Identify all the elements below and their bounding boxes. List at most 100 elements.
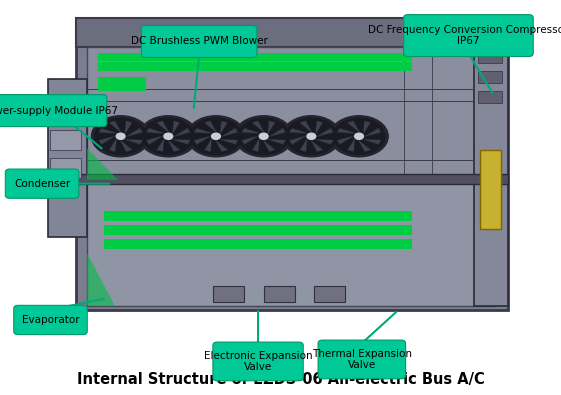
Circle shape <box>333 118 385 154</box>
Polygon shape <box>220 128 238 137</box>
FancyBboxPatch shape <box>5 169 79 198</box>
Polygon shape <box>220 121 228 135</box>
Circle shape <box>330 116 388 157</box>
Polygon shape <box>194 128 214 134</box>
FancyBboxPatch shape <box>76 174 508 184</box>
Polygon shape <box>167 139 180 152</box>
Polygon shape <box>300 121 312 134</box>
Polygon shape <box>157 138 164 152</box>
Polygon shape <box>268 128 286 137</box>
Text: DC Frequency Conversion Compressor
IP67: DC Frequency Conversion Compressor IP67 <box>368 25 561 46</box>
Polygon shape <box>194 135 212 145</box>
Polygon shape <box>146 128 166 134</box>
Polygon shape <box>314 139 333 145</box>
Polygon shape <box>361 139 381 145</box>
Circle shape <box>355 133 364 139</box>
Polygon shape <box>204 121 217 134</box>
Circle shape <box>116 133 125 139</box>
Polygon shape <box>172 128 190 137</box>
Polygon shape <box>109 121 122 134</box>
FancyBboxPatch shape <box>98 62 412 71</box>
FancyBboxPatch shape <box>478 91 502 103</box>
Polygon shape <box>109 138 117 152</box>
FancyBboxPatch shape <box>104 225 412 235</box>
FancyBboxPatch shape <box>478 71 502 83</box>
Circle shape <box>91 116 150 157</box>
FancyBboxPatch shape <box>141 25 257 57</box>
Polygon shape <box>99 128 118 134</box>
FancyBboxPatch shape <box>76 18 508 310</box>
FancyBboxPatch shape <box>403 15 533 56</box>
Text: DC Brushless PWM Blower: DC Brushless PWM Blower <box>131 36 268 47</box>
Polygon shape <box>337 128 357 134</box>
FancyBboxPatch shape <box>213 286 244 302</box>
Polygon shape <box>268 121 275 135</box>
FancyBboxPatch shape <box>213 342 303 381</box>
Polygon shape <box>218 139 238 145</box>
Circle shape <box>95 118 146 154</box>
FancyBboxPatch shape <box>478 51 502 63</box>
Polygon shape <box>300 138 307 152</box>
Circle shape <box>187 116 245 157</box>
FancyBboxPatch shape <box>50 103 81 122</box>
FancyBboxPatch shape <box>98 77 146 91</box>
FancyBboxPatch shape <box>314 286 345 302</box>
Polygon shape <box>125 121 132 135</box>
Circle shape <box>190 118 242 154</box>
Polygon shape <box>363 121 371 135</box>
Polygon shape <box>215 139 228 152</box>
Polygon shape <box>242 128 261 134</box>
FancyBboxPatch shape <box>50 130 81 150</box>
Polygon shape <box>87 148 118 180</box>
Polygon shape <box>252 138 260 152</box>
Circle shape <box>282 116 341 157</box>
Polygon shape <box>76 18 508 47</box>
Polygon shape <box>347 138 355 152</box>
Circle shape <box>307 133 316 139</box>
Polygon shape <box>123 139 142 145</box>
Polygon shape <box>289 128 309 134</box>
Text: Electronic Expansion
Valve: Electronic Expansion Valve <box>204 351 312 372</box>
Polygon shape <box>242 135 260 145</box>
FancyBboxPatch shape <box>0 95 107 126</box>
Circle shape <box>211 133 220 139</box>
FancyBboxPatch shape <box>50 158 81 178</box>
FancyBboxPatch shape <box>474 18 508 306</box>
Circle shape <box>164 133 173 139</box>
Polygon shape <box>87 253 115 306</box>
FancyBboxPatch shape <box>264 286 295 302</box>
Polygon shape <box>204 138 212 152</box>
Polygon shape <box>146 135 164 145</box>
Polygon shape <box>157 121 169 134</box>
FancyBboxPatch shape <box>13 305 88 335</box>
FancyBboxPatch shape <box>87 47 496 180</box>
Polygon shape <box>315 128 333 137</box>
Polygon shape <box>337 135 355 145</box>
Polygon shape <box>266 139 286 145</box>
Circle shape <box>139 116 197 157</box>
Polygon shape <box>171 139 190 145</box>
Text: Internal Structure of EZDS-06 All-electric Bus A/C: Internal Structure of EZDS-06 All-electr… <box>77 372 484 387</box>
Circle shape <box>286 118 337 154</box>
Text: Evaporator: Evaporator <box>22 315 79 325</box>
FancyBboxPatch shape <box>48 79 87 237</box>
Polygon shape <box>99 135 117 145</box>
Polygon shape <box>315 121 323 135</box>
Polygon shape <box>347 121 360 134</box>
Polygon shape <box>252 121 265 134</box>
FancyBboxPatch shape <box>104 211 412 221</box>
Polygon shape <box>125 128 142 137</box>
Polygon shape <box>363 128 381 137</box>
FancyBboxPatch shape <box>104 239 412 249</box>
Circle shape <box>238 118 289 154</box>
Polygon shape <box>310 139 323 152</box>
FancyBboxPatch shape <box>480 150 501 229</box>
FancyBboxPatch shape <box>98 53 412 61</box>
Text: Condenser: Condenser <box>14 179 70 189</box>
Text: Thermal Expansion
Valve: Thermal Expansion Valve <box>312 349 412 370</box>
Polygon shape <box>119 139 132 152</box>
FancyBboxPatch shape <box>318 340 406 379</box>
Polygon shape <box>172 121 180 135</box>
Text: Power-supply Module IP67: Power-supply Module IP67 <box>0 105 118 116</box>
Circle shape <box>234 116 293 157</box>
